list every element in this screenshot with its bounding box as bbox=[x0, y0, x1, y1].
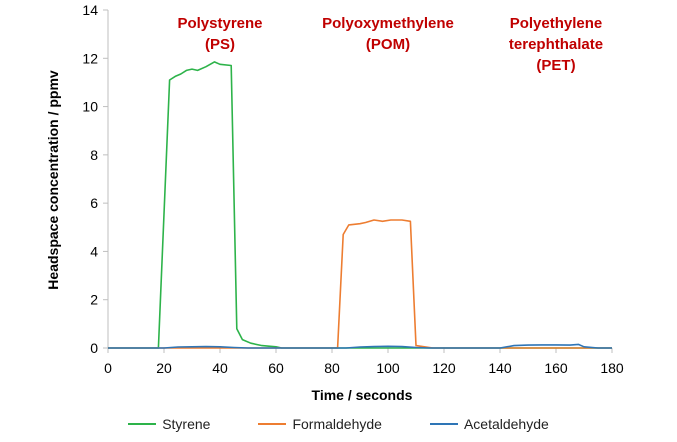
legend-swatch bbox=[429, 423, 458, 425]
annotation-label: Polyoxymethylene bbox=[322, 15, 454, 32]
annotation-label: Polystyrene bbox=[177, 15, 262, 32]
y-tick-label: 2 bbox=[90, 292, 98, 308]
y-tick-label: 10 bbox=[82, 99, 98, 115]
y-tick-label: 12 bbox=[82, 50, 98, 66]
annotation-label: (POM) bbox=[366, 36, 410, 53]
annotation-label: Polyethylene bbox=[510, 15, 603, 32]
y-tick-label: 14 bbox=[82, 2, 98, 18]
legend-item-acetaldehyde: Acetaldehyde bbox=[429, 416, 549, 432]
x-tick-label: 60 bbox=[268, 360, 284, 376]
x-tick-label: 140 bbox=[488, 360, 512, 376]
x-tick-label: 20 bbox=[156, 360, 172, 376]
y-tick-label: 8 bbox=[90, 147, 98, 163]
series-line-styrene bbox=[108, 61, 612, 349]
y-axis-title: Headspace concentration / ppmv bbox=[45, 70, 61, 290]
x-tick-label: 100 bbox=[376, 360, 400, 376]
x-tick-label: 120 bbox=[432, 360, 456, 376]
series-line-acetaldehyde bbox=[108, 343, 612, 349]
x-tick-label: 40 bbox=[212, 360, 228, 376]
legend-item-formaldehyde: Formaldehyde bbox=[258, 416, 382, 432]
annotation-label: (PS) bbox=[205, 36, 235, 53]
x-tick-label: 80 bbox=[324, 360, 340, 376]
annotation-label: (PET) bbox=[536, 57, 575, 74]
legend-item-styrene: Styrene bbox=[128, 416, 210, 432]
x-tick-label: 0 bbox=[104, 360, 112, 376]
legend: Styrene Formaldehyde Acetaldehyde bbox=[0, 412, 677, 436]
y-tick-label: 6 bbox=[90, 195, 98, 211]
x-tick-label: 180 bbox=[600, 360, 624, 376]
y-tick-label: 0 bbox=[90, 340, 98, 356]
series-layer bbox=[108, 61, 612, 349]
annotation-layer: Polystyrene (PS) Polyoxymethylene (POM) Poly… bbox=[177, 15, 603, 74]
y-tick-label: 4 bbox=[90, 243, 98, 259]
x-tick-label: 160 bbox=[544, 360, 568, 376]
legend-label: Acetaldehyde bbox=[463, 416, 549, 432]
series-line-formaldehyde bbox=[108, 219, 612, 349]
legend-label: Formaldehyde bbox=[292, 416, 382, 432]
legend-swatch bbox=[258, 423, 287, 425]
legend-swatch bbox=[128, 423, 157, 425]
legend-label: Styrene bbox=[162, 416, 211, 432]
annotation-label: terephthalate bbox=[509, 36, 603, 53]
x-axis-title: Time / seconds bbox=[312, 387, 413, 403]
